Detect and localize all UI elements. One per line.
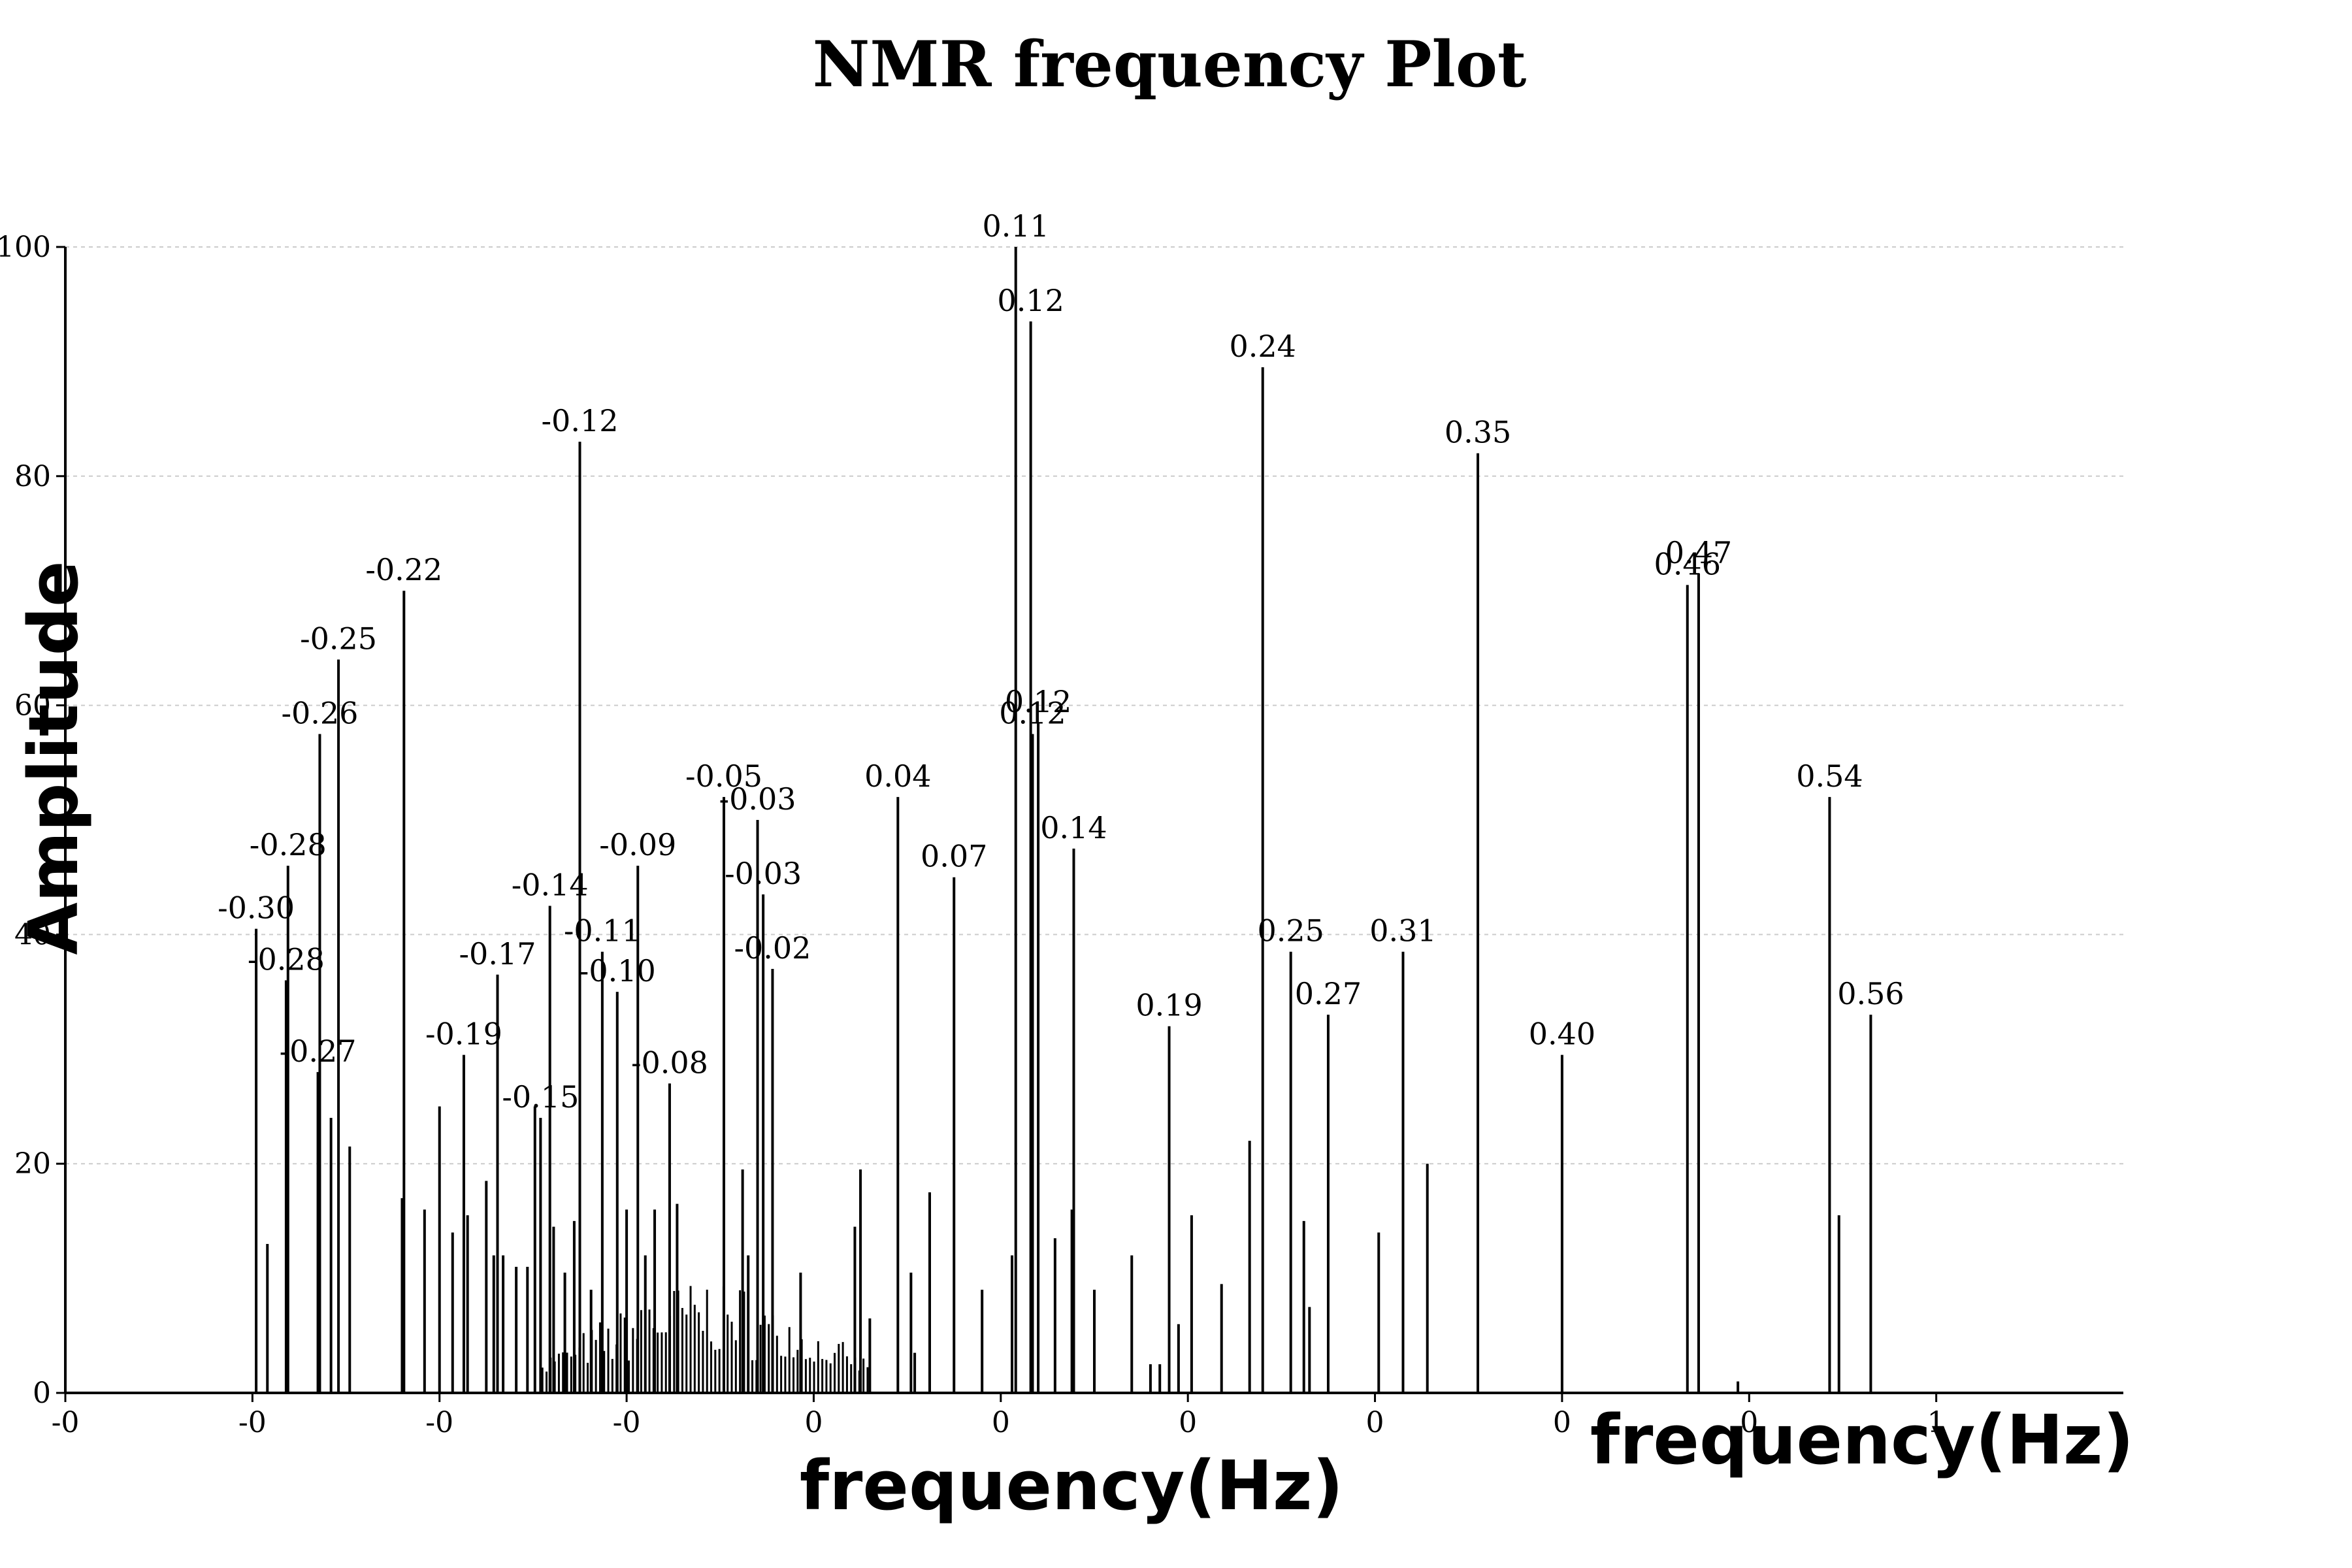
chart-title: NMR frequency Plot <box>813 27 1527 101</box>
peak-value-label: 0.14 <box>1040 810 1107 845</box>
peak-value-label: 0.35 <box>1445 415 1511 450</box>
x-tick-label: -0 <box>52 1406 80 1439</box>
peak-value-label: 0.56 <box>1837 976 1904 1011</box>
y-tick-label: 20 <box>14 1147 51 1181</box>
peak-value-label: 0.04 <box>864 759 931 794</box>
x-tick-label: -0 <box>613 1406 641 1439</box>
peak-value-label: -0.14 <box>512 868 589 903</box>
peak-value-label: 0.40 <box>1529 1017 1595 1052</box>
y-tick-label: 0 <box>33 1377 51 1410</box>
peak-value-label: 0.47 <box>1665 535 1732 570</box>
peak-value-label: -0.12 <box>542 403 619 438</box>
x-axis-label-secondary: frequency(Hz) <box>1590 1400 2134 1480</box>
peak-value-label: -0.03 <box>719 781 796 817</box>
peak-value-label: 0.19 <box>1135 988 1202 1023</box>
peak-value-label: -0.19 <box>425 1017 502 1052</box>
peak-value-label: -0.10 <box>579 953 656 988</box>
peak-value-label: -0.17 <box>459 936 536 972</box>
peak-value-label: 0.54 <box>1796 759 1863 794</box>
y-tick-label: 100 <box>0 231 51 264</box>
peak-value-label: -0.02 <box>734 930 811 966</box>
x-tick-label: 0 <box>1553 1406 1571 1439</box>
x-axis-label: frequency(Hz) <box>800 1446 1343 1526</box>
peak-value-label: 0.31 <box>1369 913 1436 949</box>
peak-value-label: 0.12 <box>997 283 1064 318</box>
grid-layer <box>65 246 2123 1165</box>
peak-value-label: 0.07 <box>921 839 987 874</box>
peak-value-label: -0.26 <box>281 695 358 730</box>
x-tick-label: 0 <box>1740 1406 1758 1439</box>
y-tick-label: 40 <box>14 918 51 951</box>
peak-value-label: -0.15 <box>502 1079 579 1115</box>
x-tick-label: 0 <box>1179 1406 1197 1439</box>
x-tick-label: 0 <box>804 1406 823 1439</box>
peak-value-label: -0.03 <box>725 856 802 891</box>
x-tick-label: -0 <box>425 1406 453 1439</box>
peak-value-label: -0.22 <box>365 552 442 587</box>
peak-value-label: 0.12 <box>999 695 1066 730</box>
peak-value-label: -0.28 <box>250 827 327 862</box>
peak-value-label: 0.11 <box>983 208 1049 244</box>
peak-value-label: 0.27 <box>1295 976 1362 1011</box>
peaks-layer <box>255 247 1872 1393</box>
peak-value-label: -0.09 <box>599 827 676 862</box>
peak-value-label: -0.25 <box>300 621 377 656</box>
peak-value-label: -0.30 <box>218 890 295 926</box>
peak-value-label: 0.46 <box>1654 546 1721 581</box>
x-tick-label: -0 <box>238 1406 267 1439</box>
peak-value-label: -0.27 <box>280 1034 357 1069</box>
y-tick-label: 80 <box>14 460 51 493</box>
peak-value-label: 0.25 <box>1257 913 1324 949</box>
peak-value-label: -0.08 <box>631 1045 708 1080</box>
y-axis-label: Amplitude <box>14 561 93 955</box>
peak-value-label: -0.11 <box>564 913 641 949</box>
x-tick-label: 0 <box>992 1406 1010 1439</box>
peak-value-label: -0.05 <box>685 759 762 794</box>
peak-value-label: 0.12 <box>1005 684 1071 719</box>
peak-value-label: -0.28 <box>248 942 325 977</box>
x-tick-label: 1 <box>1927 1406 1946 1439</box>
peak-value-label: 0.24 <box>1230 329 1296 364</box>
y-tick-label: 60 <box>14 689 51 723</box>
x-tick-label: 0 <box>1366 1406 1384 1439</box>
peak-labels-layer: -0.30 -0.28 -0.28 -0.27 -0.26 -0.25 -0.22 -0.19… <box>218 208 1904 1115</box>
